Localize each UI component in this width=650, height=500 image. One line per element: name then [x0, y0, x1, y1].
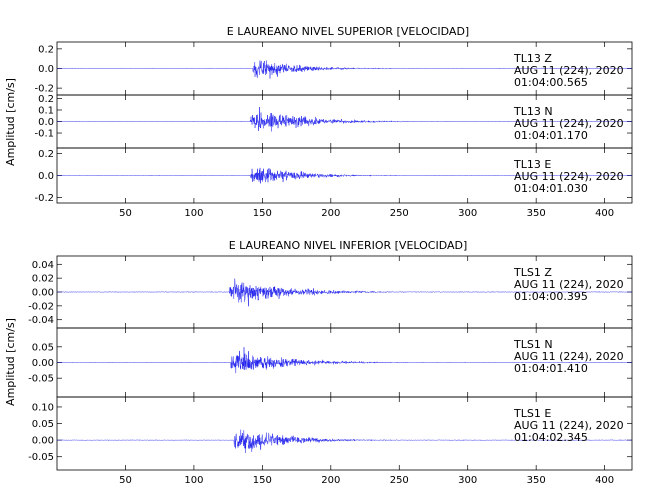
- p0-x-tick-label: 100: [184, 208, 203, 219]
- p1-tls1-z-y-tick-label: -0.02: [28, 301, 54, 312]
- p1-tls1-z-date-label: AUG 11 (224), 2020: [514, 278, 624, 291]
- p0-tl13-z-station-label: TL13 Z: [513, 52, 552, 65]
- p1-x-tick-label: 100: [184, 475, 203, 486]
- p0-tl13-z-start-time-label: 01:04:00.565: [514, 76, 588, 89]
- p1-tls1-z-y-tick-label: 0.00: [32, 288, 54, 299]
- p0-x-tick-label: 250: [390, 208, 409, 219]
- p1-x-tick-label: 300: [458, 475, 477, 486]
- p1-x-tick-label: 50: [119, 475, 132, 486]
- p1-x-tick-label: 150: [253, 475, 272, 486]
- p0-x-tick-label: 50: [119, 208, 132, 219]
- p0-tl13-e-station-label: TL13 E: [513, 158, 551, 171]
- p0-x-tick-label: 200: [321, 208, 340, 219]
- p1-x-tick-label: 200: [321, 475, 340, 486]
- p1-tls1-e-y-tick-label: -0.05: [28, 452, 54, 463]
- p0-tl13-e-y-tick-label: -0.2: [34, 193, 54, 204]
- p0-x-tick-label: 300: [458, 208, 477, 219]
- p1-tls1-e-plot-frame: [56, 396, 633, 471]
- p1-tls1-n-y-tick-label: 0.00: [32, 358, 54, 369]
- p1-tls1-n-y-tick-label: 0.05: [32, 342, 54, 353]
- p0-tl13-n-y-tick-label: 0.0: [38, 117, 54, 128]
- lower-panel-title: E LAUREANO NIVEL INFERIOR [VELOCIDAD]: [229, 239, 468, 252]
- p0-tl13-e-waveform-trace: [56, 167, 633, 184]
- p1-tls1-n-start-time-label: 01:04:01.410: [514, 362, 588, 375]
- p1-x-tick-label: 250: [390, 475, 409, 486]
- p1-tls1-z-y-tick-label: -0.04: [28, 315, 54, 326]
- upper-y-axis-label: Amplitud [cm/s]: [4, 78, 17, 166]
- p0-tl13-e-y-tick-label: 0.2: [38, 149, 54, 160]
- p1-tls1-z-start-time-label: 01:04:00.395: [514, 290, 588, 303]
- p1-tls1-e-y-tick-label: 0.10: [32, 402, 54, 413]
- p0-tl13-n-y-tick-label: 0.2: [38, 94, 54, 105]
- p0-tl13-n-station-label: TL13 N: [513, 105, 553, 118]
- p1-tls1-n-station-label: TLS1 N: [513, 338, 553, 351]
- p1-tls1-z-y-tick-label: 0.02: [32, 274, 54, 285]
- p1-tls1-e-y-tick-label: 0.05: [32, 419, 54, 430]
- p1-tls1-z-waveform-trace: [56, 278, 633, 307]
- p1-tls1-e-station-label: TLS1 E: [513, 407, 551, 420]
- p0-tl13-e-y-tick-label: 0.0: [38, 171, 54, 182]
- p1-x-tick-label: 400: [595, 475, 614, 486]
- p0-tl13-z-y-tick-label: -0.2: [34, 84, 54, 95]
- p1-tls1-n-y-tick-label: -0.05: [28, 374, 54, 385]
- p1-tls1-e-y-tick-label: 0.00: [32, 436, 54, 447]
- p1-tls1-e-waveform-trace: [56, 429, 633, 454]
- p0-tl13-z-y-tick-label: 0.2: [38, 44, 54, 55]
- lower-y-axis-label: Amplitud [cm/s]: [4, 318, 17, 406]
- p0-x-tick-label: 400: [595, 208, 614, 219]
- p0-tl13-n-y-tick-label: -0.1: [34, 129, 54, 140]
- p0-tl13-n-y-tick-label: 0.1: [38, 105, 54, 116]
- upper-panel-title: E LAUREANO NIVEL SUPERIOR [VELOCIDAD]: [227, 25, 469, 38]
- p0-tl13-z-y-tick-label: 0.0: [38, 64, 54, 75]
- p1-tls1-n-waveform-trace: [56, 346, 633, 374]
- p0-tl13-z-waveform-trace: [57, 60, 633, 79]
- p1-x-tick-label: 350: [527, 475, 546, 486]
- p1-tls1-n-date-label: AUG 11 (224), 2020: [514, 350, 624, 363]
- p0-tl13-z-date-label: AUG 11 (224), 2020: [514, 64, 624, 77]
- p1-tls1-z-station-label: TLS1 Z: [513, 266, 552, 279]
- p0-tl13-n-date-label: AUG 11 (224), 2020: [514, 117, 624, 130]
- p1-tls1-z-y-tick-label: 0.04: [32, 260, 54, 271]
- p0-x-tick-label: 350: [527, 208, 546, 219]
- p1-tls1-e-start-time-label: 01:04:02.345: [514, 431, 588, 444]
- p0-tl13-e-date-label: AUG 11 (224), 2020: [514, 170, 624, 183]
- p1-tls1-e-date-label: AUG 11 (224), 2020: [514, 419, 624, 432]
- p0-tl13-n-waveform-trace: [57, 106, 633, 132]
- p0-x-tick-label: 150: [253, 208, 272, 219]
- p0-tl13-n-start-time-label: 01:04:01.170: [514, 129, 588, 142]
- p0-tl13-e-start-time-label: 01:04:01.030: [514, 182, 588, 195]
